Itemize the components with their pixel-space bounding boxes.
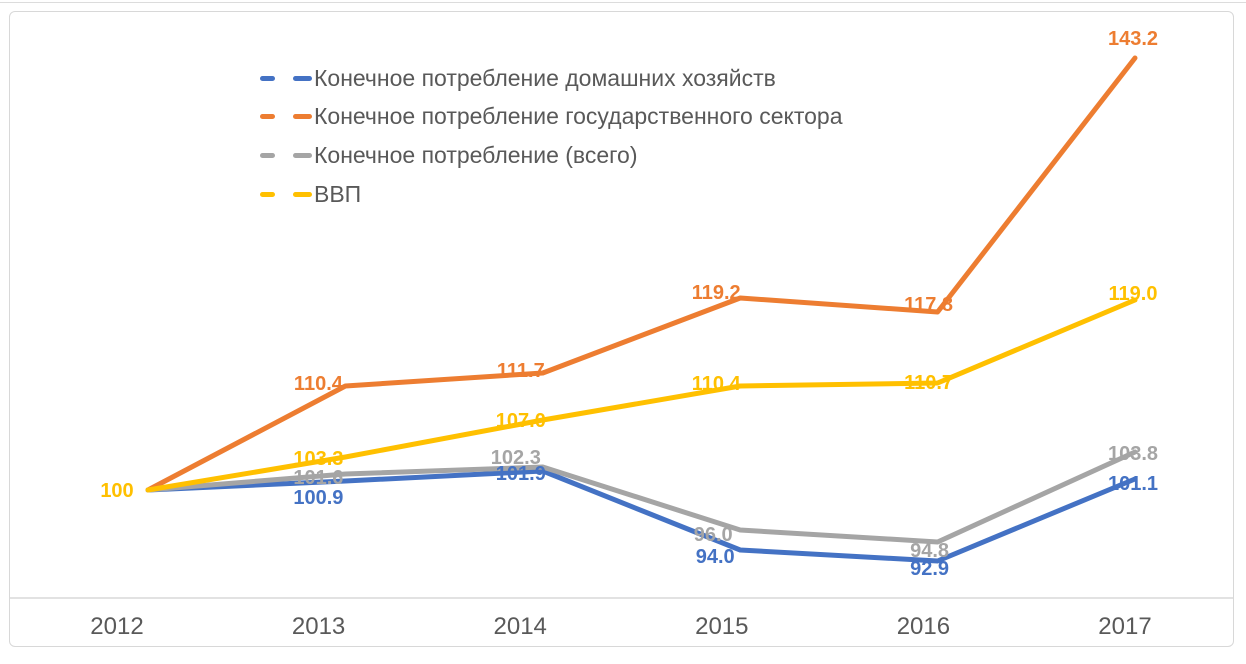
- data-label-series-3: 107.0: [496, 410, 546, 432]
- legend-item-total: Конечное потребление (всего): [260, 136, 842, 175]
- legend-dash-icon: [293, 114, 312, 120]
- data-label-series-2: 96.0: [694, 524, 733, 546]
- data-label-series-1: 143.2: [1108, 28, 1158, 50]
- data-label-series-0: 101.1: [1108, 473, 1158, 495]
- legend-item-households: Конечное потребление домашних хозяйств: [260, 59, 842, 98]
- data-label-series-3: 110.7: [904, 372, 953, 394]
- data-label-series-0: 94.0: [696, 546, 735, 568]
- chart-legend: Конечное потребление домашних хозяйств К…: [260, 59, 842, 213]
- data-label-series-2: 94.8: [910, 540, 949, 562]
- data-label-series-1: 117.8: [904, 294, 953, 316]
- legend-label: ВВП: [314, 180, 362, 207]
- legend-label: Конечное потребление государственного се…: [314, 103, 843, 130]
- legend-dash-icon: [293, 191, 312, 197]
- data-label-series-0: 92.9: [910, 558, 949, 580]
- data-label-series-2: 103.8: [1108, 443, 1158, 465]
- data-label-series-1: 110.4: [294, 373, 344, 395]
- top-divider-line: [0, 2, 1246, 3]
- legend-item-gdp: ВВП: [260, 175, 842, 214]
- data-label-series-0: 100.9: [293, 487, 343, 509]
- data-label-series-3: 119.0: [1109, 283, 1158, 305]
- x-tick-label: 2015: [695, 613, 748, 640]
- legend-dash-icon: [293, 75, 312, 81]
- legend-dash-icon: [260, 191, 275, 197]
- legend-label: Конечное потребление (всего): [314, 141, 638, 168]
- data-label-series-2: 102.3: [491, 447, 541, 469]
- legend-dash-icon: [260, 152, 275, 158]
- data-label-series-2: 101.6: [293, 467, 343, 489]
- x-tick-label: 2016: [897, 613, 950, 640]
- chart-frame: [9, 11, 1234, 647]
- data-label-series-3: 100: [100, 480, 133, 502]
- series-line-0: [145, 468, 1138, 564]
- legend-dash-icon: [260, 114, 275, 120]
- x-tick-label: 2017: [1098, 613, 1151, 640]
- data-label-series-3: 103.3: [293, 448, 343, 470]
- data-label-series-1: 111.7: [497, 360, 545, 382]
- series-line-1: [145, 55, 1138, 493]
- x-tick-label: 2014: [494, 613, 547, 640]
- series-line-2: [145, 449, 1138, 545]
- x-tick-label: 2013: [292, 613, 345, 640]
- series-line-3: [145, 297, 1138, 493]
- legend-label: Конечное потребление домашних хозяйств: [314, 64, 776, 91]
- data-label-series-0: 101.9: [496, 463, 546, 485]
- legend-dash-icon: [293, 152, 312, 158]
- x-tick-label: 2012: [90, 613, 143, 640]
- data-label-series-3: 110.4: [692, 373, 742, 395]
- data-label-series-1: 119.2: [692, 282, 741, 304]
- legend-dash-icon: [260, 75, 275, 81]
- legend-item-government: Конечное потребление государственного се…: [260, 98, 842, 137]
